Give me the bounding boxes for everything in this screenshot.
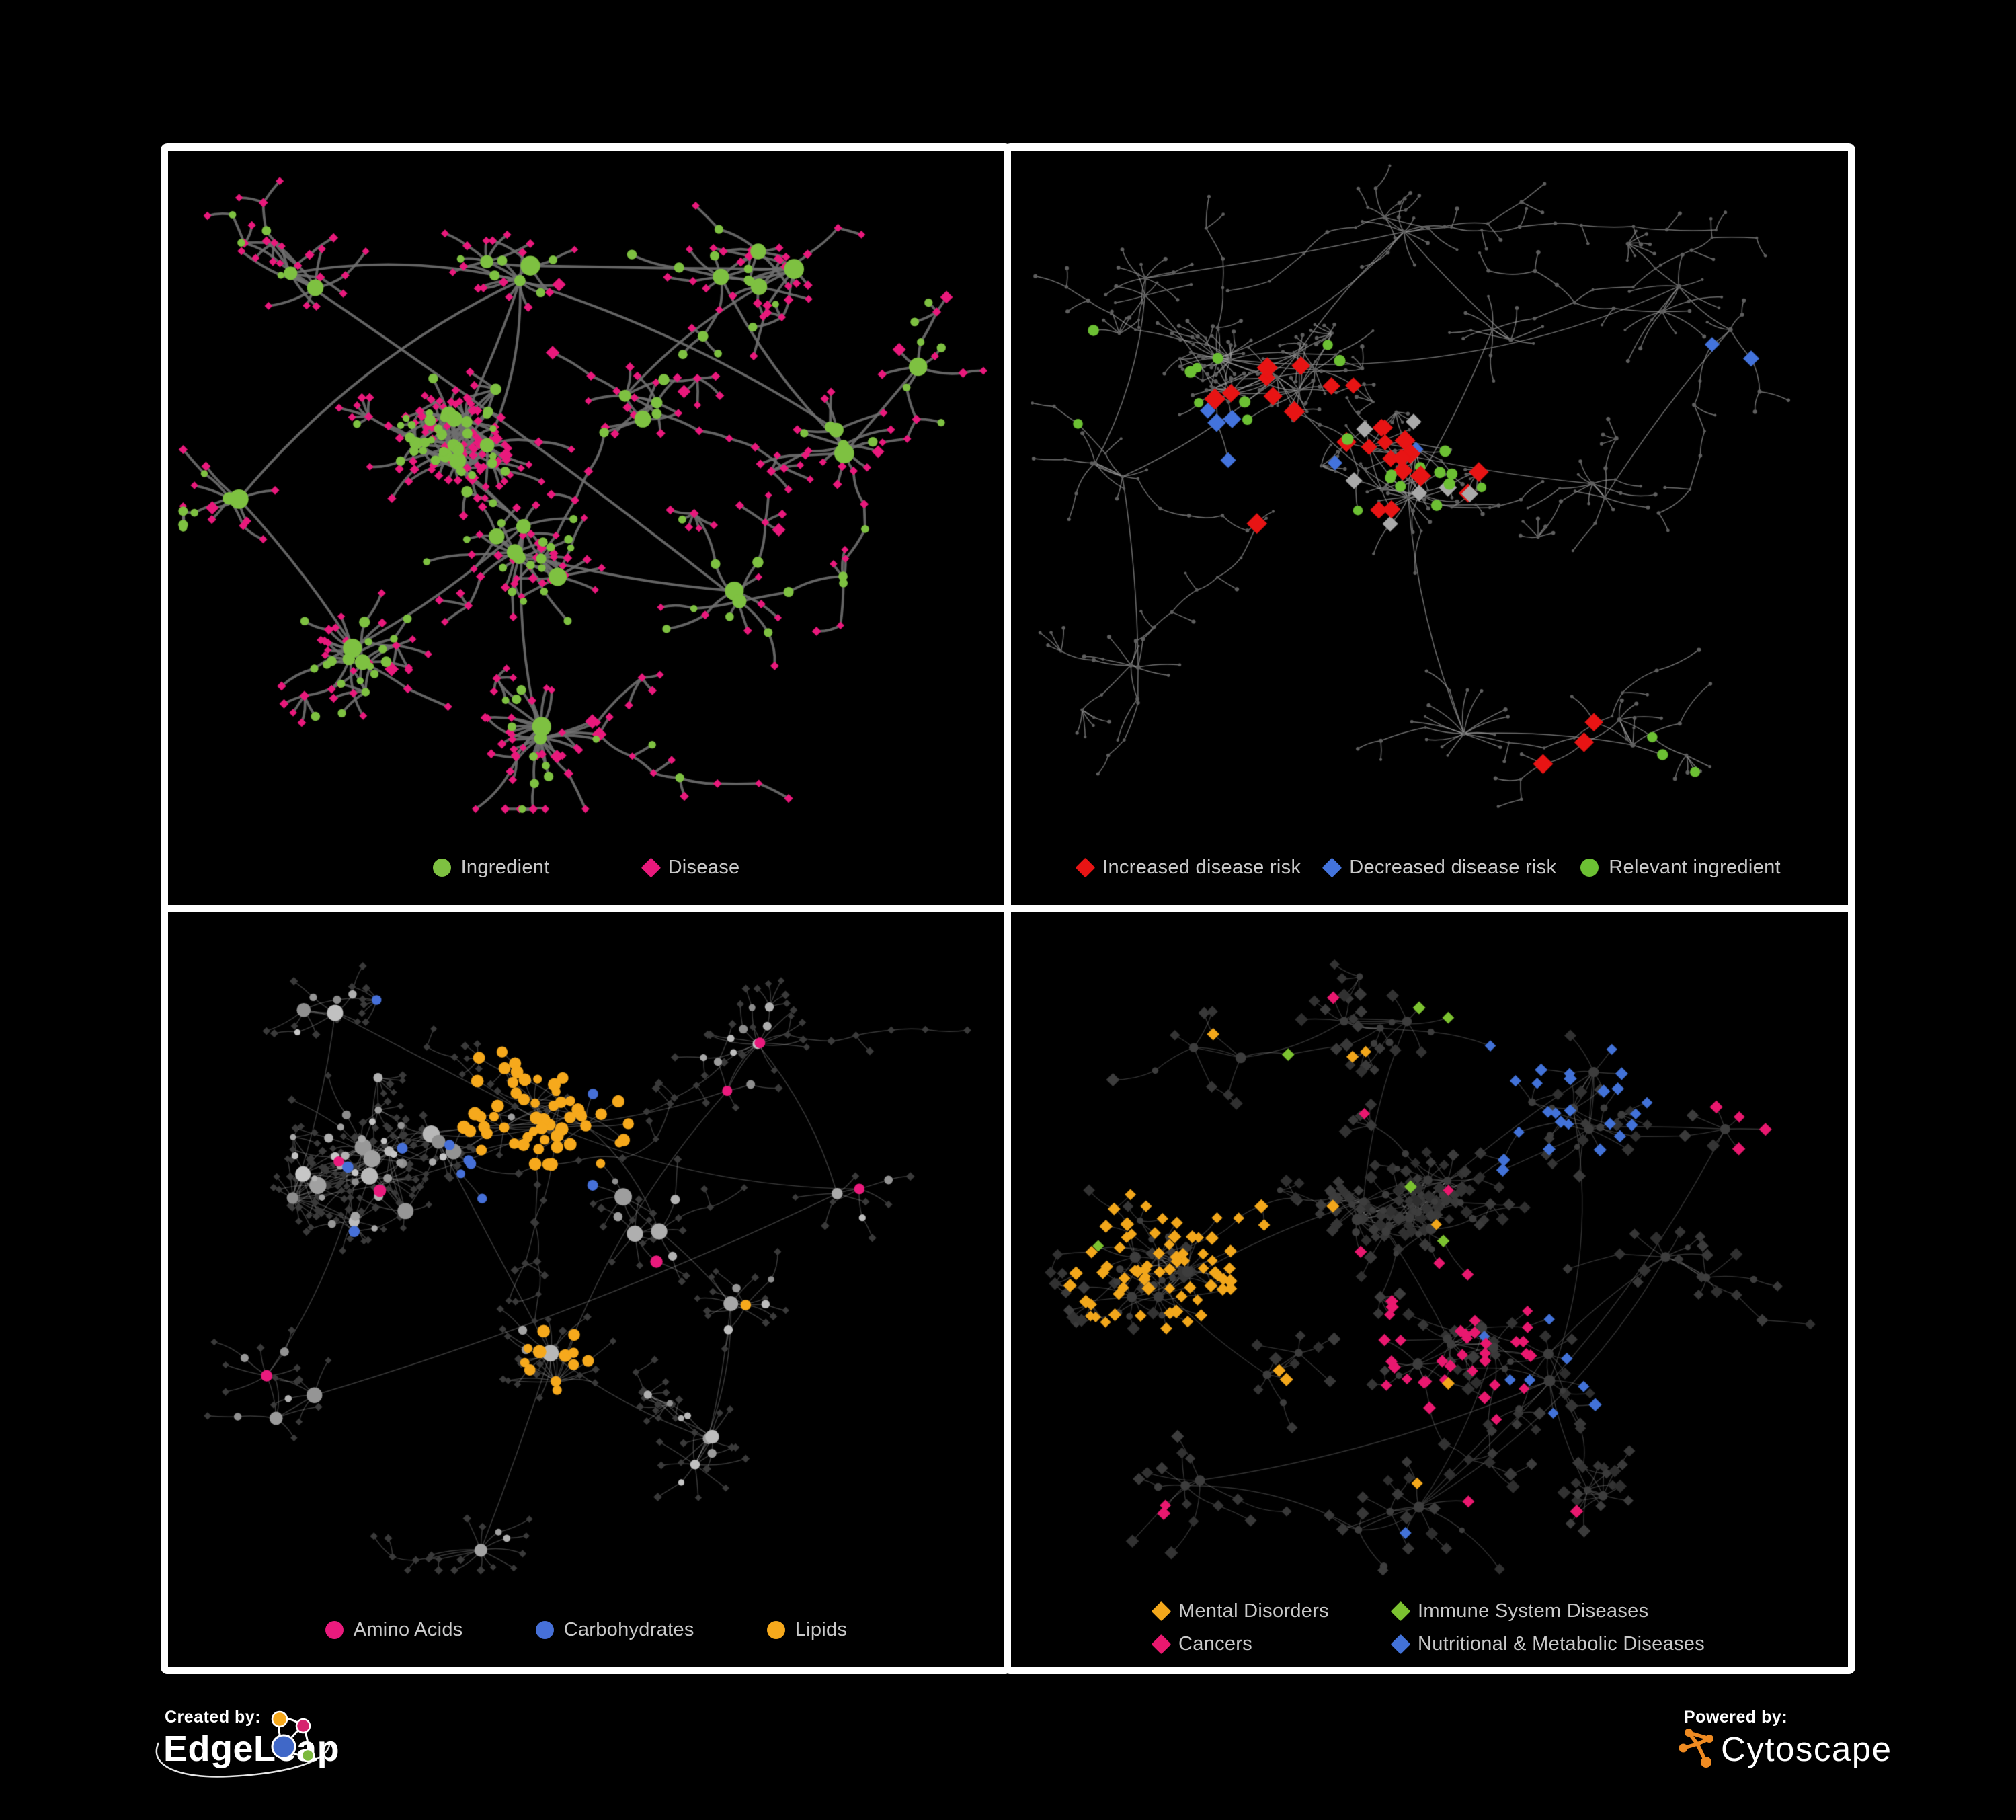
legend-item-mental-disorders: Mental Disorders bbox=[1151, 1600, 1329, 1622]
legend-item-decreased-risk: Decreased disease risk bbox=[1322, 857, 1557, 879]
cytoscape-network-icon bbox=[1679, 1729, 1713, 1768]
legend-label: Carbohydrates bbox=[563, 1619, 694, 1640]
disease-risk-network-canvas bbox=[1011, 151, 1848, 906]
legend-item-cancers: Cancers bbox=[1151, 1633, 1253, 1655]
legend-item-disease: Disease bbox=[641, 857, 740, 879]
legend-label: Increased disease risk bbox=[1102, 857, 1301, 878]
legend-disease-classes: Mental Disorders Immune System Diseases … bbox=[1011, 1600, 1848, 1655]
network-panel-disease-risk: Increased disease risk Decreased disease… bbox=[1004, 143, 1855, 913]
legend-label: Lipids bbox=[795, 1619, 848, 1640]
legend-item-amino-acids: Amino Acids bbox=[325, 1619, 463, 1641]
carbohydrates-circle-icon bbox=[535, 1621, 554, 1639]
legend-label: Nutritional & Metabolic Diseases bbox=[1417, 1633, 1705, 1655]
cancers-diamond-icon bbox=[1151, 1634, 1172, 1655]
legend-label: Cancers bbox=[1178, 1633, 1253, 1655]
created-by-label: Created by: bbox=[165, 1708, 261, 1727]
network-panel-nutrient-classes: Amino Acids Carbohydrates Lipids bbox=[161, 905, 1012, 1674]
legend-label: Amino Acids bbox=[353, 1619, 463, 1640]
cytoscape-logo: Cytoscape bbox=[1721, 1730, 1892, 1768]
legend-item-carbohydrates: Carbohydrates bbox=[535, 1619, 694, 1641]
nutrient-classes-network-canvas bbox=[168, 912, 1004, 1667]
amino-acids-circle-icon bbox=[325, 1621, 344, 1639]
legend-label: Immune System Diseases bbox=[1417, 1600, 1649, 1622]
relevant-ingredient-circle-icon bbox=[1580, 859, 1599, 877]
ingredient-circle-icon bbox=[432, 859, 451, 877]
disease-classes-network-canvas bbox=[1011, 912, 1848, 1667]
legend-ingredient-disease: Ingredient Disease bbox=[168, 857, 1004, 879]
legend-item-nutritional-metabolic-diseases: Nutritional & Metabolic Diseases bbox=[1390, 1633, 1705, 1655]
legend-label: Ingredient bbox=[460, 857, 550, 878]
increased-risk-diamond-icon bbox=[1075, 857, 1096, 878]
disease-diamond-icon bbox=[641, 857, 661, 878]
legend-label: Disease bbox=[668, 857, 740, 878]
immune-system-diseases-diamond-icon bbox=[1390, 1601, 1411, 1622]
legend-item-relevant-ingredient: Relevant ingredient bbox=[1580, 857, 1781, 879]
legend-item-increased-risk: Increased disease risk bbox=[1075, 857, 1301, 879]
network-panel-disease-classes: Mental Disorders Immune System Diseases … bbox=[1004, 905, 1855, 1674]
edgeleap-swoosh-icon bbox=[155, 1742, 331, 1778]
network-panel-ingredient-disease: Ingredient Disease bbox=[161, 143, 1012, 913]
legend-item-ingredient: Ingredient bbox=[432, 857, 550, 879]
decreased-risk-diamond-icon bbox=[1322, 857, 1342, 878]
legend-label: Relevant ingredient bbox=[1609, 857, 1781, 878]
legend-item-lipids: Lipids bbox=[766, 1619, 848, 1641]
mental-disorders-diamond-icon bbox=[1151, 1601, 1172, 1622]
legend-label: Mental Disorders bbox=[1178, 1600, 1329, 1622]
legend-disease-risk: Increased disease risk Decreased disease… bbox=[1011, 857, 1848, 879]
legend-nutrient-classes: Amino Acids Carbohydrates Lipids bbox=[168, 1619, 1004, 1641]
ingredient-disease-network-canvas bbox=[168, 151, 1004, 906]
edgeleap-network-icon bbox=[271, 1710, 315, 1763]
nutritional-metabolic-diseases-diamond-icon bbox=[1390, 1634, 1411, 1655]
legend-label: Decreased disease risk bbox=[1349, 857, 1557, 878]
powered-by-label: Powered by: bbox=[1684, 1708, 1788, 1727]
legend-item-immune-system-diseases: Immune System Diseases bbox=[1390, 1600, 1649, 1622]
lipids-circle-icon bbox=[766, 1621, 785, 1639]
